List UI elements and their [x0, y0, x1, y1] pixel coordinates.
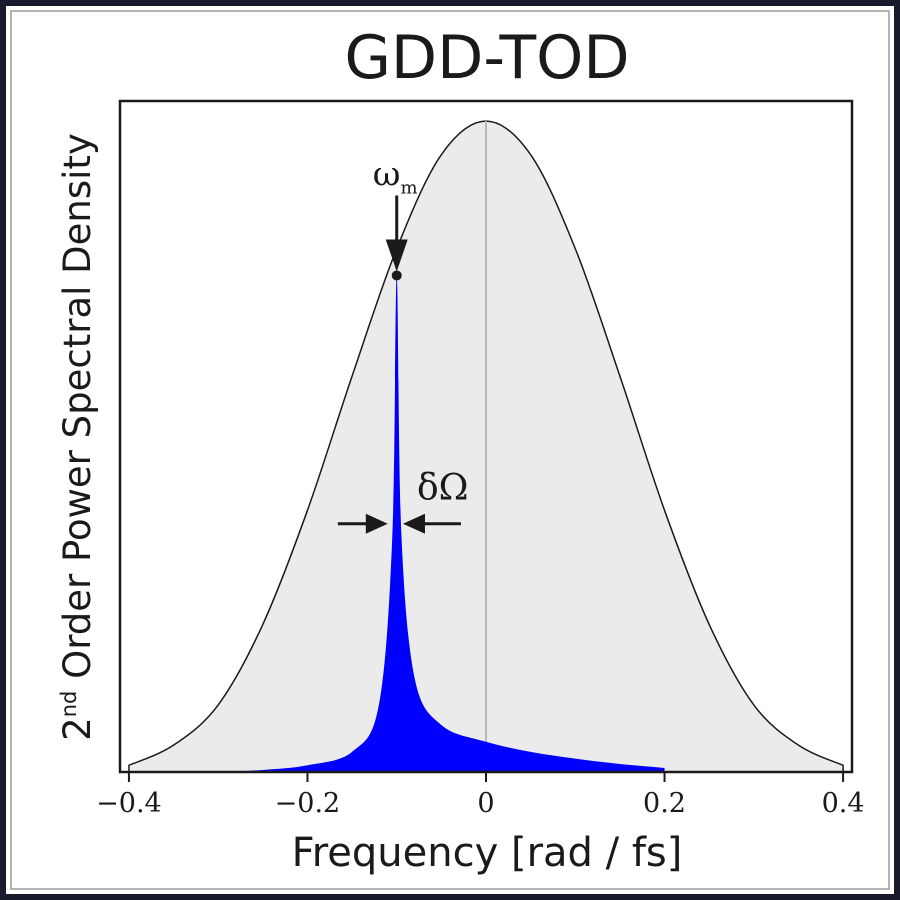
- delta-omega-annotation: δΩ: [337, 468, 469, 534]
- frame-inner-border: [10, 10, 890, 890]
- omega-m-annotation: ωm: [373, 154, 418, 281]
- omega-m-marker: [391, 270, 402, 281]
- y-axis-label-prefix: 2: [56, 717, 99, 741]
- y-axis-label-rest: Order Power Spectral Density: [56, 133, 99, 690]
- y-axis-label-sup: nd: [57, 691, 81, 718]
- x-tick-label: 0.4: [822, 788, 865, 819]
- x-axis-label: Frequency [rad / fs]: [292, 830, 683, 876]
- y-axis-label: 2nd Order Power Spectral Density: [56, 133, 99, 741]
- x-tick-label: 0.2: [643, 788, 686, 819]
- x-tick-label: −0.4: [96, 788, 162, 819]
- x-ticks: [127, 772, 845, 782]
- omega-subscript: m: [400, 177, 417, 198]
- omega-symbol: ω: [373, 154, 401, 194]
- delta-omega-left-arrow-head: [365, 513, 388, 534]
- x-tick-label: −0.2: [275, 788, 341, 819]
- x-tick-label: 0: [477, 788, 494, 819]
- omega-m-label: ωm: [373, 154, 418, 198]
- x-tick-labels: −0.4 −0.2 0 0.2 0.4: [96, 788, 864, 819]
- chart-title: GDD-TOD: [344, 23, 629, 93]
- delta-omega-label: δΩ: [417, 468, 469, 509]
- omega-m-arrow-head: [385, 239, 408, 272]
- plot-area: [128, 120, 844, 773]
- delta-omega-right-arrow-head: [402, 513, 425, 534]
